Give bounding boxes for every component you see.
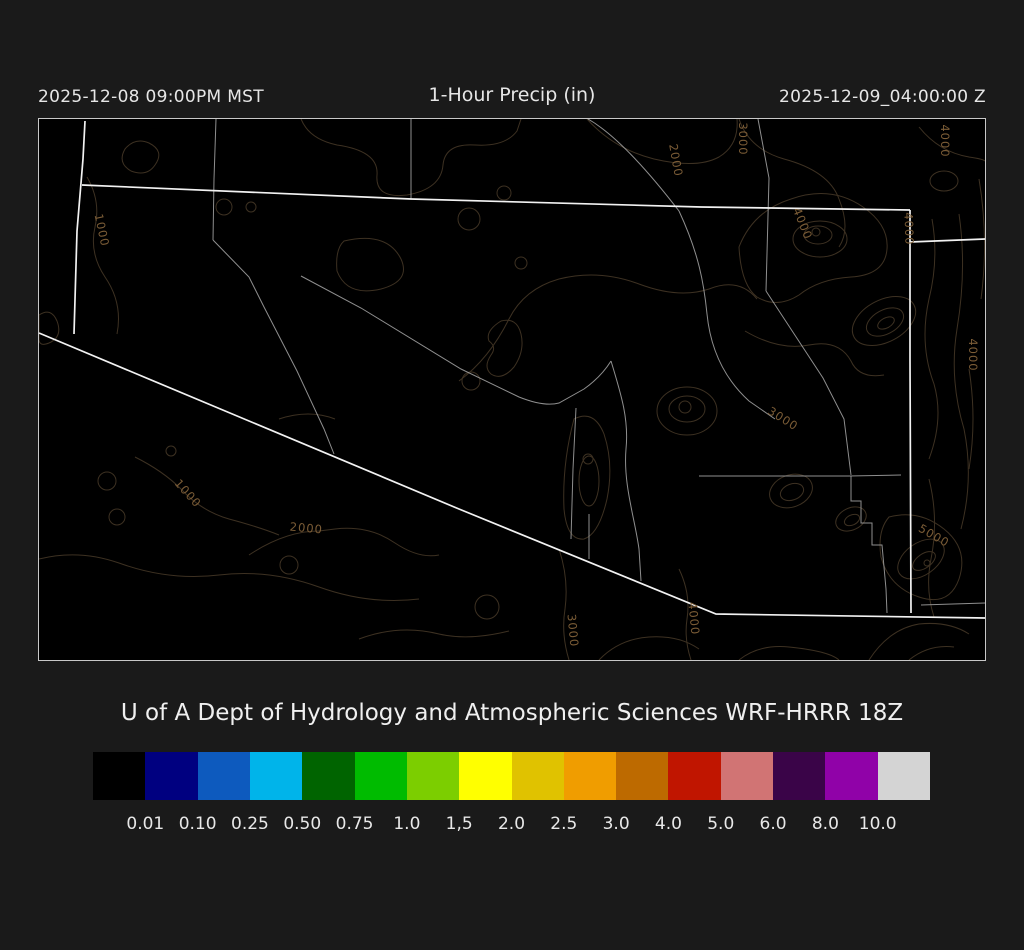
contour-label: 4000 <box>966 338 980 371</box>
credit-line: U of A Dept of Hydrology and Atmospheric… <box>120 700 904 726</box>
colorbar-tick-label: 0.25 <box>231 814 269 834</box>
colorbar-swatch <box>302 752 355 800</box>
contour-label: 3000 <box>736 122 750 155</box>
contour-label: 2000 <box>289 520 323 537</box>
colorbar-swatch <box>773 752 826 800</box>
timestamp-local: 2025-12-08 09:00PM MST <box>38 87 264 107</box>
contour-label: 5000 <box>916 521 952 550</box>
contour-label: 3000 <box>565 613 582 647</box>
county-boundaries <box>212 119 985 614</box>
colorbar-tick-label: 0.75 <box>335 814 374 834</box>
precip-colorbar <box>93 752 930 800</box>
colorbar-swatch <box>825 752 878 800</box>
colorbar-tick-label: 0.50 <box>283 814 322 834</box>
colorbar-tick-label: 0.10 <box>178 814 217 834</box>
colorbar-tick-label: 10.0 <box>858 814 897 834</box>
colorbar-tick-label: 6.0 <box>759 814 787 834</box>
contour-label: 2000 <box>666 143 686 178</box>
contour-label: 3000 <box>765 404 801 434</box>
colorbar-tick-label: 5.0 <box>707 814 735 834</box>
colorbar-swatch <box>249 752 303 800</box>
contour-label: 4000 <box>901 212 916 246</box>
colorbar-swatch <box>563 752 617 800</box>
colorbar-swatch <box>406 752 460 800</box>
contour-label: 1000 <box>172 476 205 510</box>
timestamp-valid-utc: 2025-12-09_04:00:00 Z <box>779 87 986 107</box>
colorbar-tick-label: 1.0 <box>393 814 421 834</box>
contour-label: 4000 <box>686 601 703 635</box>
colorbar-swatches <box>93 752 930 800</box>
colorbar-tick-labels: 0.01 0.10 0.25 0.50 0.75 1.0 1,5 2.0 2.5 3.0 4.0 5.… <box>93 814 930 838</box>
colorbar-tick-label: 1,5 <box>445 814 473 834</box>
colorbar-tick-label: 0.01 <box>126 814 165 834</box>
colorbar-swatch <box>354 752 407 800</box>
colorbar-tick-label: 4.0 <box>654 814 682 834</box>
colorbar-swatch <box>145 752 198 800</box>
colorbar-swatch <box>668 752 721 800</box>
state-boundaries <box>39 120 985 619</box>
colorbar-tick-label: 3.0 <box>602 814 630 834</box>
contour-label: 4000 <box>938 124 952 157</box>
colorbar-tick-label: 2.5 <box>550 814 578 834</box>
terrain-contours <box>39 119 985 660</box>
colorbar-tick-label: 2.0 <box>497 814 526 834</box>
colorbar-swatch <box>511 752 564 800</box>
colorbar-swatch <box>720 752 774 800</box>
contour-elevation-labels: 1000 1000 2000 2000 3000 3000 3000 4000 4000 4000… <box>92 122 980 647</box>
colorbar-swatch <box>877 752 930 800</box>
map-title: 1-Hour Precip (in) <box>428 84 596 106</box>
precip-map-panel: 1000 1000 2000 2000 3000 3000 3000 4000 4000 4000… <box>38 118 986 661</box>
colorbar-tick-label: 8.0 <box>811 814 839 834</box>
header-bar: 2025-12-08 09:00PM MST 1-Hour Precip (in… <box>0 84 1024 110</box>
contour-label: 1000 <box>92 212 113 247</box>
precip-map-svg: 1000 1000 2000 2000 3000 3000 3000 4000 4000 4000… <box>39 119 985 660</box>
colorbar-swatch <box>197 752 250 800</box>
colorbar-swatch <box>93 752 146 800</box>
colorbar-swatch <box>616 752 669 800</box>
colorbar-swatch <box>459 752 512 800</box>
